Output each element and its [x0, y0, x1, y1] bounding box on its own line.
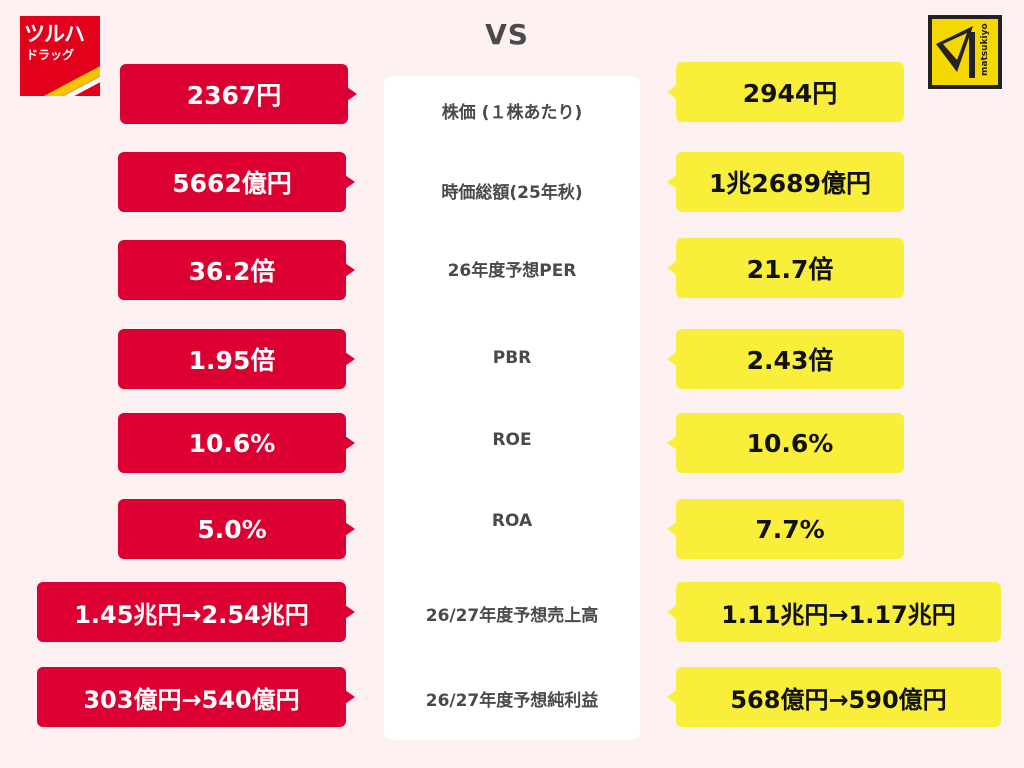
tsuruha-stock-price: 2367円	[120, 64, 357, 124]
label-net-income-forecast: 26/27年度予想純利益	[425, 691, 599, 711]
label-market-cap: 時価総額(25年秋)	[441, 183, 583, 203]
label-pbr: PBR	[492, 348, 532, 368]
tsuruha-roe: 10.6%	[118, 413, 355, 473]
label-roa: ROA	[491, 511, 533, 531]
label-per: 26年度予想PER	[447, 261, 577, 281]
matsukiyo-sales-forecast: 1.11兆円→1.17兆円	[667, 582, 1001, 642]
vs-heading: VS	[485, 18, 529, 51]
matsukiyo-pbr: 2.43倍	[667, 329, 904, 389]
tsuruha-roa: 5.0%	[118, 499, 355, 559]
tsuruha-logo-subtext: ドラッグ	[26, 48, 75, 62]
label-stock-price: 株価 (１株あたり)	[441, 103, 583, 123]
tsuruha-net-income-forecast: 303億円→540億円	[37, 667, 355, 727]
matsukiyo-market-cap: 1兆2689億円	[667, 152, 904, 212]
logo-stripe-yellow	[33, 59, 100, 96]
matsukiyo-net-income-forecast: 568億円→590億円	[667, 667, 1001, 727]
metrics-label-panel	[384, 76, 640, 740]
matsukiyo-logo: matsukiyo	[927, 14, 1003, 90]
label-sales-forecast: 26/27年度予想売上高	[425, 606, 599, 626]
tsuruha-market-cap: 5662億円	[118, 152, 355, 212]
label-roe: ROE	[492, 430, 532, 450]
tsuruha-per: 36.2倍	[118, 240, 355, 300]
matsukiyo-roe: 10.6%	[667, 413, 904, 473]
matsukiyo-stock-price: 2944円	[667, 62, 904, 122]
matsukiyo-per: 21.7倍	[667, 238, 904, 298]
tsuruha-logo-text: ツルハ	[24, 22, 85, 46]
tsuruha-drug-logo: ツルハ ドラッグ	[20, 16, 100, 96]
tsuruha-sales-forecast: 1.45兆円→2.54兆円	[37, 582, 355, 642]
matsukiyo-logo-icon: matsukiyo	[928, 15, 1002, 89]
tsuruha-pbr: 1.95倍	[118, 329, 355, 389]
matsukiyo-roa: 7.7%	[667, 499, 904, 559]
matsukiyo-logo-text: matsukiyo	[980, 23, 990, 76]
